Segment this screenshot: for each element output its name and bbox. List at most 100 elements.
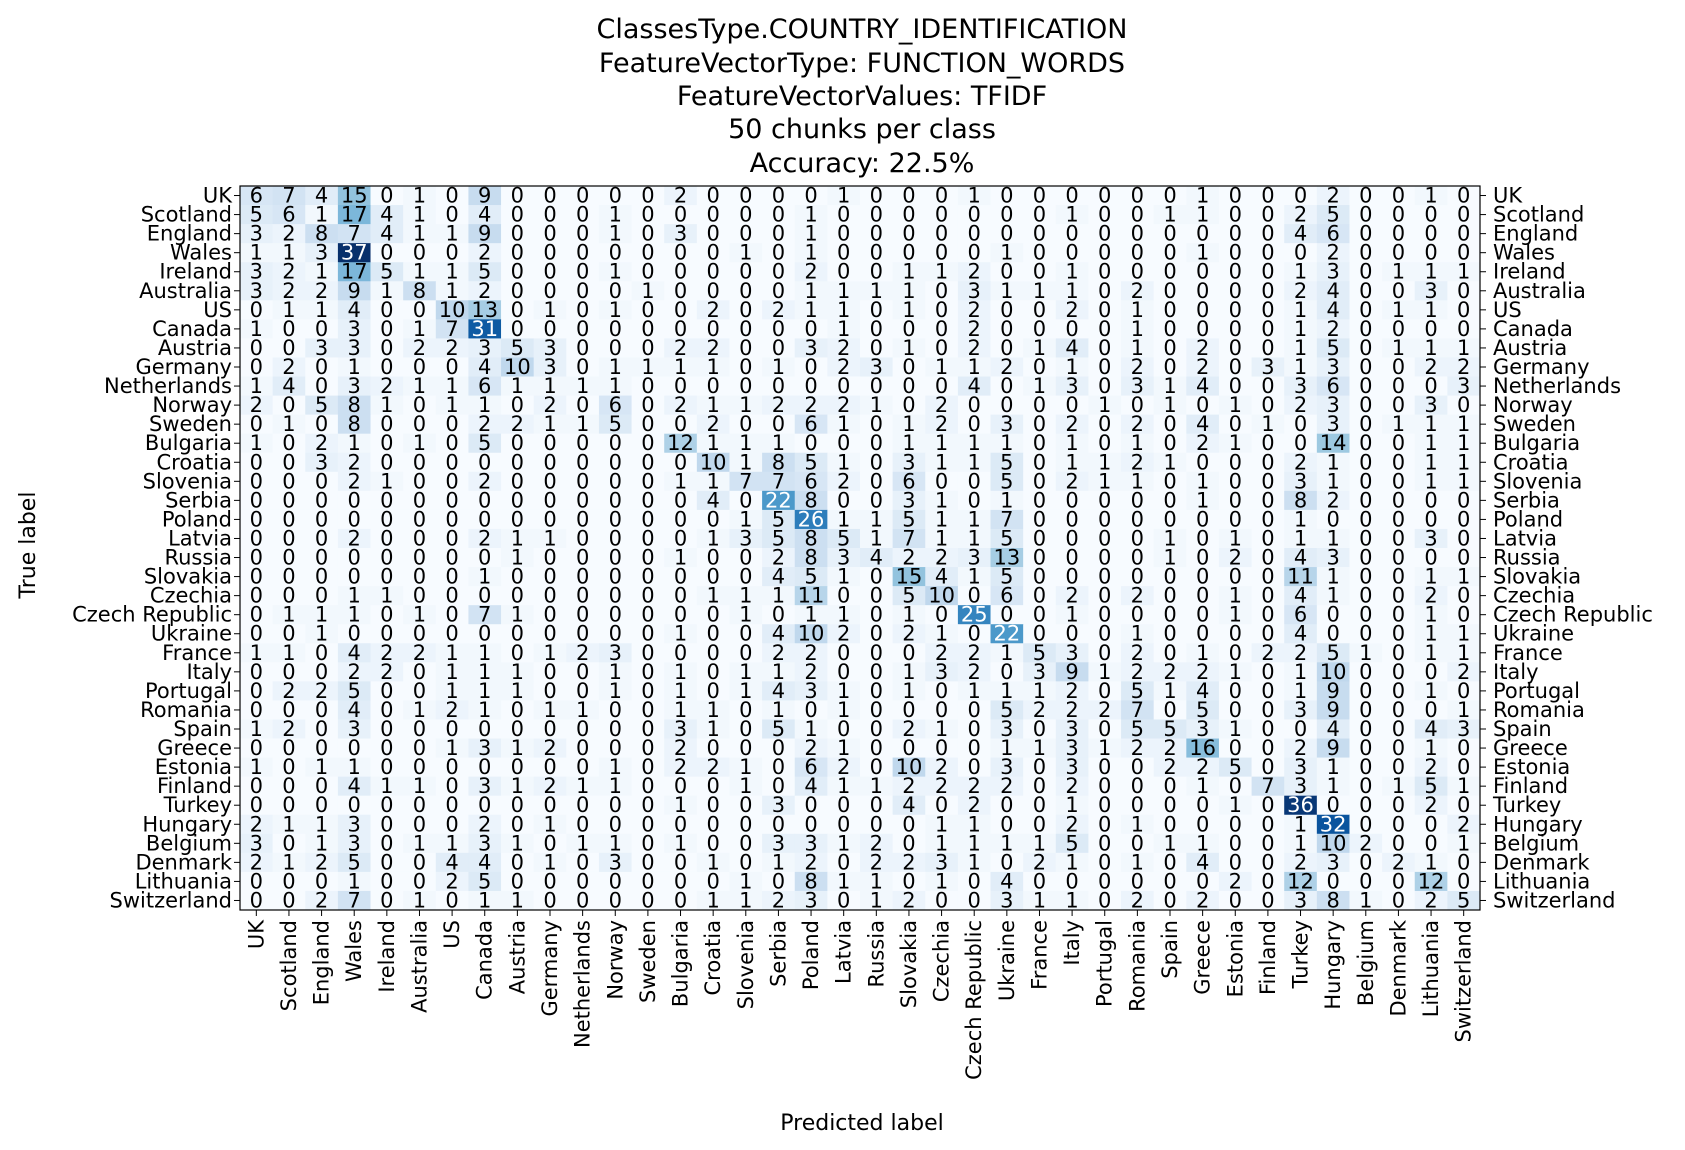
heatmap-cell: [337, 643, 371, 663]
heatmap-cell: [435, 243, 469, 263]
heatmap-cell: [827, 205, 861, 225]
heatmap-cell: [1186, 471, 1220, 492]
heatmap-cell: [1284, 243, 1318, 263]
heatmap-cell: [1055, 300, 1089, 320]
heatmap-cell: [1447, 186, 1481, 206]
heatmap-cell: [435, 548, 469, 568]
heatmap-cell: [990, 224, 1024, 244]
heatmap-cell: [892, 357, 926, 377]
heatmap-cell: [1447, 643, 1481, 663]
heatmap-cell: [370, 528, 404, 549]
heatmap-cell: [1153, 490, 1187, 511]
heatmap-cell: [631, 433, 665, 454]
heatmap-cell: [631, 300, 665, 320]
heatmap-cell: [533, 243, 567, 263]
heatmap-cell: [1153, 567, 1187, 587]
heatmap-cell: [272, 681, 306, 701]
heatmap-cell: [435, 205, 469, 225]
heatmap-cell: [1153, 605, 1187, 625]
heatmap-cell: [533, 490, 567, 511]
heatmap-cell: [827, 471, 861, 492]
heatmap-cell: [1088, 567, 1122, 587]
heatmap-cell: [1055, 490, 1089, 511]
heatmap-cell: [1121, 548, 1155, 568]
heatmap-cell: [762, 471, 796, 492]
heatmap-cell: [240, 319, 274, 339]
heatmap-cell: [501, 338, 535, 358]
heatmap-cell: [1447, 471, 1481, 492]
heatmap-cell: [1414, 243, 1448, 263]
cell-value-label: 0: [1098, 888, 1111, 912]
heatmap-cell: [305, 338, 339, 358]
heatmap-cell: [990, 395, 1024, 416]
heatmap-cell: [1055, 433, 1089, 454]
heatmap-cell: [957, 357, 991, 377]
heatmap-cell: [827, 548, 861, 568]
heatmap-cell: [990, 281, 1024, 301]
heatmap-cell: [435, 490, 469, 511]
heatmap-cell: [337, 205, 371, 225]
heatmap-cell: [370, 243, 404, 263]
heatmap-cell: [272, 548, 306, 568]
x-tick-label: Hungary: [1321, 920, 1345, 1010]
heatmap-cell: [305, 433, 339, 454]
heatmap-cell: [337, 319, 371, 339]
heatmap-cell: [925, 224, 959, 244]
heatmap-cell: [272, 262, 306, 282]
heatmap-cell: [631, 586, 665, 606]
heatmap-cell: [990, 376, 1024, 396]
heatmap-cell: [1349, 300, 1383, 320]
heatmap-cell: [501, 281, 535, 301]
heatmap-cell: [762, 414, 796, 435]
heatmap-cell: [1088, 357, 1122, 377]
heatmap-cell: [664, 586, 698, 606]
heatmap-cell: [1088, 395, 1122, 416]
heatmap-cell: [794, 662, 828, 682]
heatmap-cell: [566, 586, 600, 606]
heatmap-cell: [533, 205, 567, 225]
heatmap-cell: [337, 395, 371, 416]
heatmap-cell: [1121, 567, 1155, 587]
heatmap-cell: [272, 567, 306, 587]
heatmap-cell: [403, 643, 437, 663]
heatmap-cell: [1055, 452, 1089, 473]
heatmap-cell: [1447, 605, 1481, 625]
cell-value-label: 1: [1033, 888, 1046, 912]
heatmap-cell: [729, 262, 763, 282]
heatmap-cell: [1153, 548, 1187, 568]
heatmap-cell: [435, 357, 469, 377]
heatmap-cell: [827, 452, 861, 473]
heatmap-cell: [598, 662, 632, 682]
heatmap-cell: [1316, 624, 1350, 644]
heatmap-cell: [762, 357, 796, 377]
heatmap-cell: [272, 471, 306, 492]
heatmap-cell: [1088, 243, 1122, 263]
heatmap-cell: [566, 471, 600, 492]
heatmap-cell: [729, 662, 763, 682]
x-tick-label: Italy: [1060, 920, 1084, 966]
heatmap-cell: [1414, 414, 1448, 435]
heatmap-cell: [729, 567, 763, 587]
heatmap-cell: [1251, 300, 1285, 320]
heatmap-cell: [240, 643, 274, 663]
heatmap-cell: [729, 205, 763, 225]
heatmap-cell: [892, 376, 926, 396]
cell-value-label: 1: [511, 888, 524, 912]
heatmap-cell: [1284, 490, 1318, 511]
heatmap-cell: [1055, 662, 1089, 682]
heatmap-cell: [1251, 528, 1285, 549]
heatmap-cell: [435, 186, 469, 206]
heatmap-cell: [533, 433, 567, 454]
heatmap-cell: [501, 452, 535, 473]
heatmap-cell: [468, 186, 502, 206]
heatmap-cell: [1251, 471, 1285, 492]
heatmap-cell: [762, 205, 796, 225]
cell-value-label: 0: [935, 888, 948, 912]
heatmap-cell: [598, 357, 632, 377]
heatmap-cell: [664, 281, 698, 301]
heatmap-cell: [501, 376, 535, 396]
heatmap-cell: [1023, 395, 1057, 416]
heatmap-cell: [1447, 414, 1481, 435]
heatmap-cell: [1316, 548, 1350, 568]
cell-value-label: 2: [902, 888, 915, 912]
